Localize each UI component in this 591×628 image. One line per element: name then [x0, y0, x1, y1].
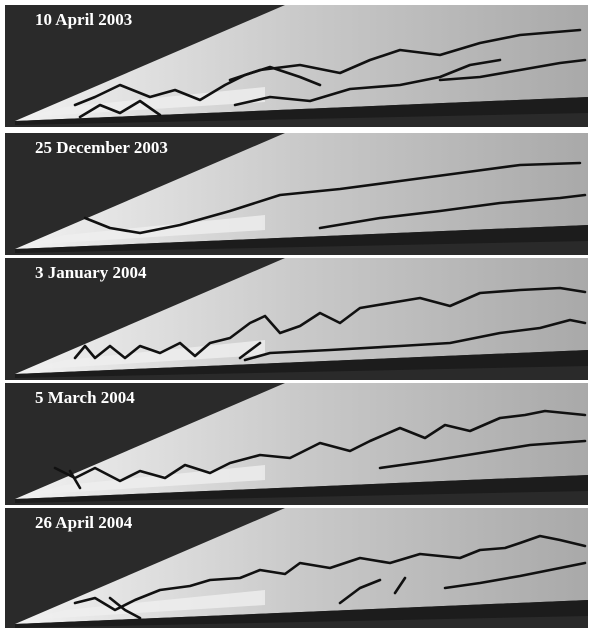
- panel-label: 26 April 2004: [35, 513, 133, 532]
- panel-label: 25 December 2003: [35, 138, 168, 157]
- figure: 10 April 2003 25 December 2003 3 January 2…: [0, 0, 591, 628]
- panel: 10 April 2003: [5, 5, 588, 127]
- panel-label: 10 April 2003: [35, 10, 132, 29]
- panel: 26 April 2004: [5, 508, 588, 628]
- panel-label: 5 March 2004: [35, 388, 135, 407]
- panel: 25 December 2003: [5, 133, 588, 255]
- panel-label: 3 January 2004: [35, 263, 147, 282]
- panel: 3 January 2004: [5, 258, 588, 380]
- panel: 5 March 2004: [5, 383, 588, 505]
